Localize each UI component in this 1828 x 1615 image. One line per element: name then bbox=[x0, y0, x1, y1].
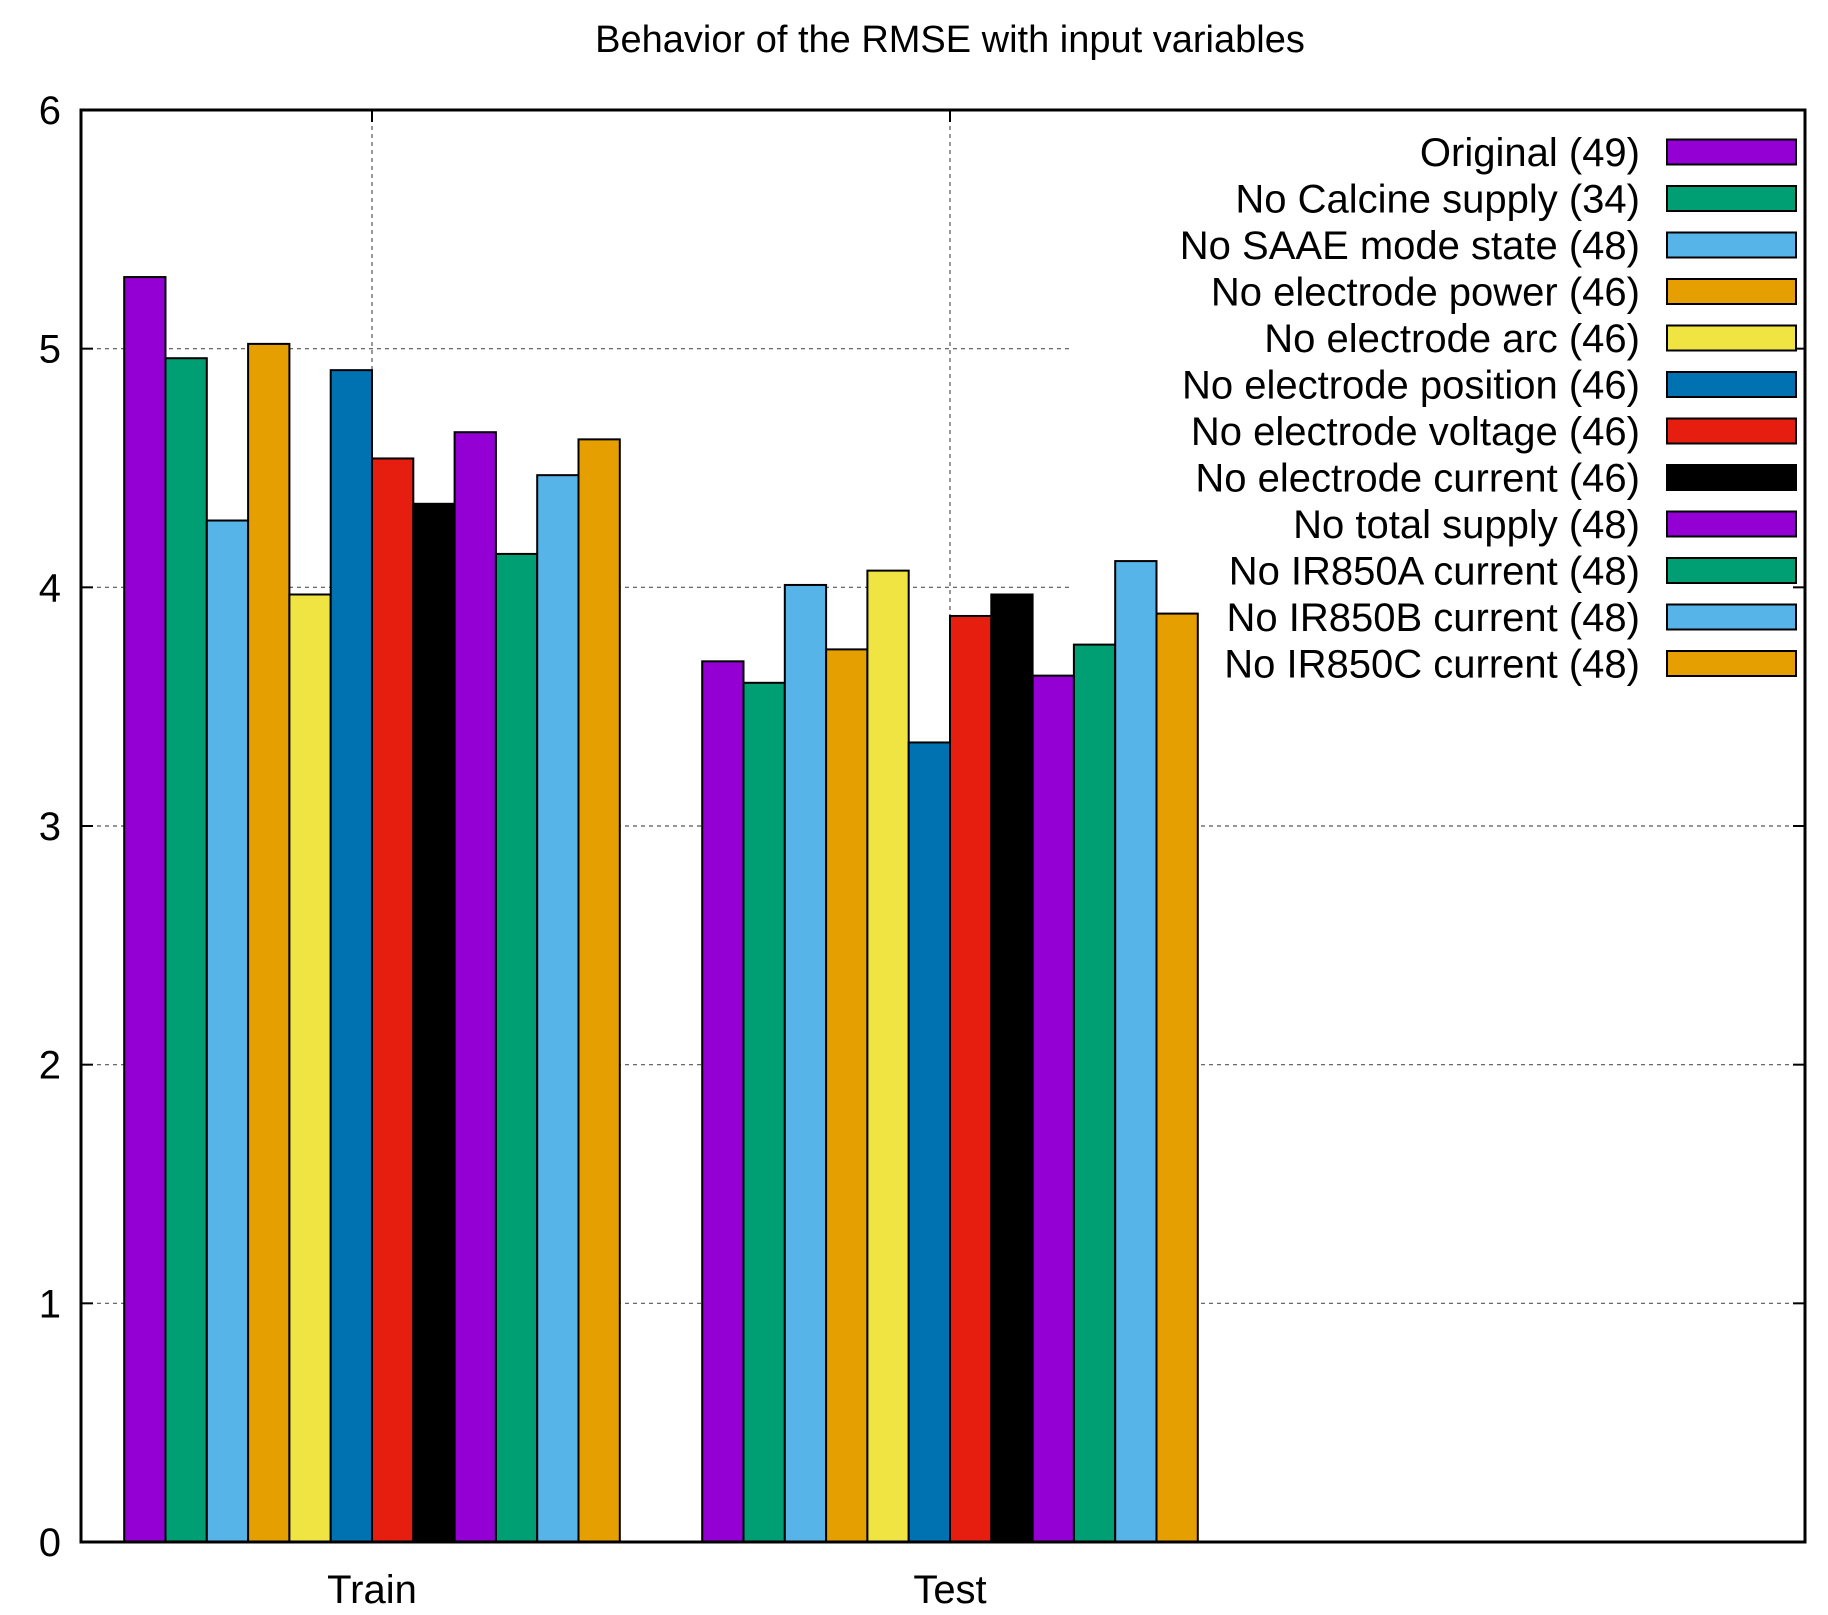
bar-test-12 bbox=[1155, 612, 1199, 1543]
legend-label: No IR850B current (48) bbox=[1226, 596, 1640, 640]
legend-label: No electrode power (46) bbox=[1211, 271, 1640, 315]
legend-swatch bbox=[1666, 278, 1797, 305]
legend-label: No SAAE mode state (48) bbox=[1180, 224, 1640, 268]
x-tick-label: Test bbox=[913, 1568, 986, 1612]
bar-test-5 bbox=[866, 569, 910, 1543]
bar-train-6 bbox=[329, 369, 374, 1544]
bar-train-7 bbox=[371, 457, 415, 1543]
bar-test-7 bbox=[949, 614, 993, 1543]
legend-swatch bbox=[1666, 417, 1797, 445]
bar-test-6 bbox=[907, 741, 952, 1543]
legend-label: No electrode current (46) bbox=[1195, 457, 1640, 501]
legend-label: Original (49) bbox=[1420, 131, 1640, 175]
legend-swatch bbox=[1666, 603, 1797, 631]
legend-swatch bbox=[1666, 557, 1797, 584]
bar-train-8 bbox=[412, 502, 456, 1543]
bar-train-11 bbox=[536, 474, 580, 1543]
bar-test-9 bbox=[1031, 674, 1075, 1543]
y-tick-label: 1 bbox=[39, 1282, 61, 1326]
bar-train-2 bbox=[164, 357, 208, 1543]
bar-test-10 bbox=[1072, 643, 1117, 1543]
chart-title: Behavior of the RMSE with input variable… bbox=[595, 19, 1305, 61]
y-tick-label: 5 bbox=[39, 328, 61, 372]
legend-swatch bbox=[1666, 510, 1797, 538]
bar-test-4 bbox=[825, 648, 869, 1543]
bar-train-12 bbox=[577, 438, 621, 1543]
bar-train-4 bbox=[247, 342, 291, 1544]
legend-label: No Calcine supply (34) bbox=[1235, 178, 1640, 222]
legend-label: No total supply (48) bbox=[1293, 503, 1640, 547]
legend-label: No IR850C current (48) bbox=[1224, 643, 1640, 687]
bar-test-3 bbox=[783, 583, 828, 1543]
bar-test-2 bbox=[742, 681, 786, 1543]
bar-test-1 bbox=[701, 660, 745, 1543]
y-tick-label: 4 bbox=[39, 566, 61, 610]
legend-swatch bbox=[1666, 231, 1797, 259]
bar-train-5 bbox=[288, 593, 332, 1543]
bar-train-9 bbox=[453, 431, 497, 1544]
x-axis-ticks: Train Test bbox=[327, 110, 987, 1612]
legend-label: No IR850A current (48) bbox=[1229, 550, 1640, 594]
legend-swatch bbox=[1666, 185, 1797, 212]
bar-train-3 bbox=[205, 519, 250, 1543]
legend: Original (49)No Calcine supply (34)No SA… bbox=[1180, 131, 1797, 687]
legend-swatch bbox=[1666, 464, 1797, 491]
bar-test-8 bbox=[990, 593, 1034, 1543]
legend-swatch bbox=[1666, 138, 1797, 166]
y-tick-label: 0 bbox=[39, 1521, 61, 1565]
legend-label: No electrode arc (46) bbox=[1264, 317, 1640, 361]
legend-swatch bbox=[1666, 371, 1797, 398]
bar-train-10 bbox=[494, 552, 539, 1543]
legend-label: No electrode position (46) bbox=[1182, 364, 1640, 408]
legend-swatch bbox=[1666, 650, 1797, 677]
bar-train-1 bbox=[123, 276, 167, 1544]
bars bbox=[123, 276, 1199, 1544]
legend-label: No electrode voltage (46) bbox=[1191, 410, 1640, 454]
x-tick-label: Train bbox=[327, 1568, 417, 1612]
y-tick-label: 6 bbox=[39, 89, 61, 133]
y-tick-label: 2 bbox=[39, 1044, 61, 1088]
bar-test-11 bbox=[1114, 560, 1158, 1543]
y-tick-label: 3 bbox=[39, 805, 61, 849]
legend-swatch bbox=[1666, 324, 1797, 352]
